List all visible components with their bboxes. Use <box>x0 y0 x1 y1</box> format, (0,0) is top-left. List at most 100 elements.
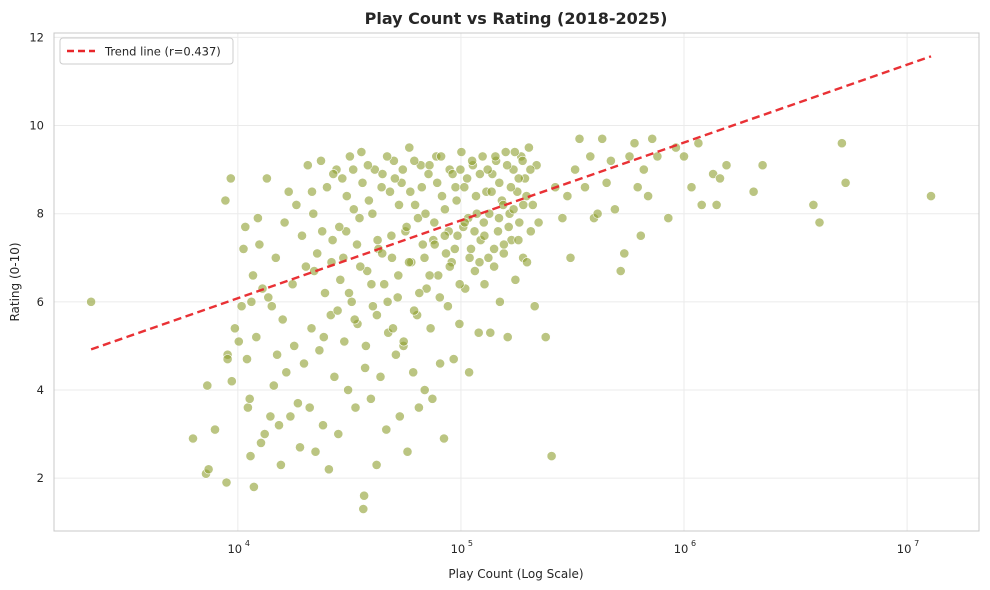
data-point <box>377 169 388 179</box>
data-point <box>334 221 345 232</box>
y-tick-label: 8 <box>37 207 44 221</box>
data-point <box>494 177 505 188</box>
data-point <box>335 274 346 285</box>
data-point <box>489 261 499 272</box>
chart-title: Play Count vs Rating (2018-2025) <box>365 9 668 28</box>
data-point <box>748 186 759 197</box>
y-tick-labels: 2 4 6 8 10 12 <box>29 30 44 485</box>
data-point <box>429 217 440 228</box>
data-point <box>404 142 415 153</box>
data-point <box>434 292 445 303</box>
data-point <box>632 182 643 193</box>
data-point <box>349 314 360 325</box>
data-point <box>647 133 658 144</box>
data-point <box>359 490 369 501</box>
data-point <box>638 164 649 175</box>
data-point <box>509 147 520 157</box>
data-point <box>482 164 493 175</box>
y-axis-label: Rating (0-10) <box>8 242 22 321</box>
data-point <box>304 402 315 413</box>
data-point <box>390 349 401 360</box>
data-point <box>464 367 474 378</box>
data-point <box>517 155 528 166</box>
data-point <box>226 376 237 387</box>
data-point <box>469 266 480 276</box>
data-point <box>248 270 258 281</box>
data-point <box>307 186 317 197</box>
plot-frame <box>53 32 980 532</box>
data-point <box>354 213 365 223</box>
data-point <box>469 226 480 237</box>
data-point <box>524 142 534 153</box>
data-point <box>86 296 96 307</box>
data-point <box>236 301 247 312</box>
data-point <box>369 164 380 175</box>
data-point <box>337 173 348 184</box>
data-point <box>477 151 488 162</box>
data-point <box>485 327 496 338</box>
y-tick-label: 12 <box>29 30 44 44</box>
data-point <box>344 288 354 298</box>
data-point <box>624 151 635 162</box>
x-tick-exponent: 4 <box>245 539 250 548</box>
data-point <box>513 235 524 245</box>
data-point <box>459 182 470 193</box>
x-tick-label: 10 <box>451 542 466 556</box>
data-point <box>518 199 529 210</box>
data-point <box>585 151 596 162</box>
data-point <box>270 252 281 263</box>
data-point <box>350 402 361 413</box>
data-point <box>679 151 689 162</box>
data-point <box>394 199 404 210</box>
data-point <box>318 420 328 431</box>
data-point <box>525 226 536 237</box>
data-point <box>289 340 300 351</box>
data-point <box>341 191 352 201</box>
data-point <box>500 147 511 157</box>
data-point <box>245 451 256 461</box>
x-axis-label: Play Count (Log Scale) <box>448 567 583 581</box>
data-point <box>840 177 851 188</box>
data-point <box>643 191 653 201</box>
grid-lines <box>54 33 979 531</box>
data-point <box>386 230 397 241</box>
x-tick-label: 10 <box>897 542 912 556</box>
data-point <box>287 279 298 290</box>
data-point <box>283 186 294 197</box>
data-point <box>494 213 504 223</box>
data-point <box>436 151 446 162</box>
data-point <box>413 213 423 223</box>
data-point <box>441 248 451 259</box>
data-point <box>409 305 419 316</box>
data-point <box>388 155 399 166</box>
data-point <box>926 191 936 201</box>
data-point <box>333 429 344 439</box>
data-point <box>202 380 213 391</box>
data-point <box>439 433 449 444</box>
data-point <box>312 248 323 259</box>
data-point <box>432 177 443 188</box>
data-point <box>203 464 214 475</box>
data-point <box>302 160 313 171</box>
data-point <box>318 332 329 342</box>
data-point <box>456 147 467 157</box>
data-point <box>471 191 481 201</box>
data-point <box>210 424 220 435</box>
data-point <box>248 481 259 492</box>
data-point <box>367 208 378 219</box>
data-point <box>715 173 725 184</box>
data-point <box>397 164 408 175</box>
data-point <box>322 182 332 193</box>
data-point <box>464 252 475 263</box>
data-point <box>592 208 603 219</box>
data-point <box>297 230 307 241</box>
data-point <box>408 367 419 378</box>
data-point <box>398 336 409 347</box>
data-point <box>316 155 326 166</box>
data-point <box>240 221 251 232</box>
data-point <box>413 402 424 413</box>
data-point <box>274 420 284 431</box>
data-point <box>308 208 319 219</box>
data-point <box>220 195 231 206</box>
